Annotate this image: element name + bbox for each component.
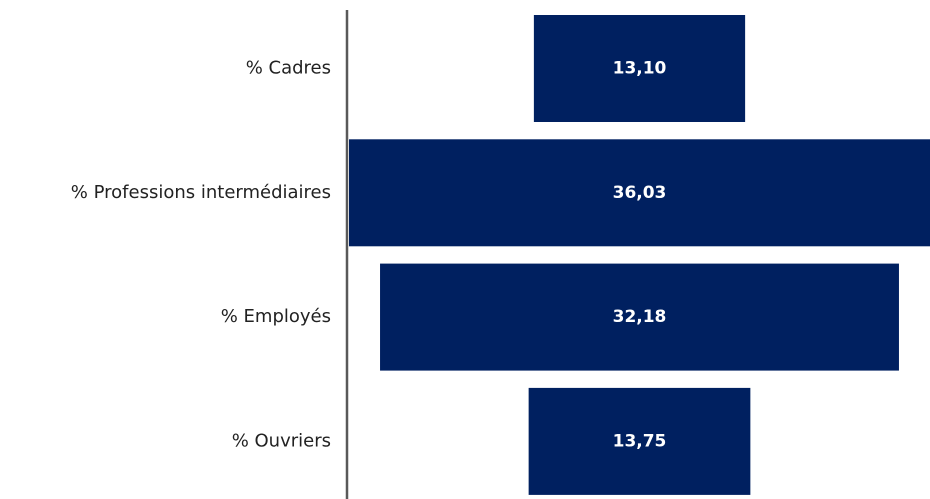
value-label: 32,18 [613,307,667,327]
category-label: % Ouvriers [232,430,331,451]
value-label: 13,75 [613,431,667,451]
category-label: % Professions intermédiaires [71,182,331,203]
value-label: 36,03 [613,183,667,203]
bar [349,139,930,247]
bar [380,263,899,371]
category-label: % Cadres [246,58,331,79]
bar [528,387,751,495]
category-label: % Employés [221,306,331,327]
bar [533,15,746,122]
value-label: 13,10 [613,59,667,79]
